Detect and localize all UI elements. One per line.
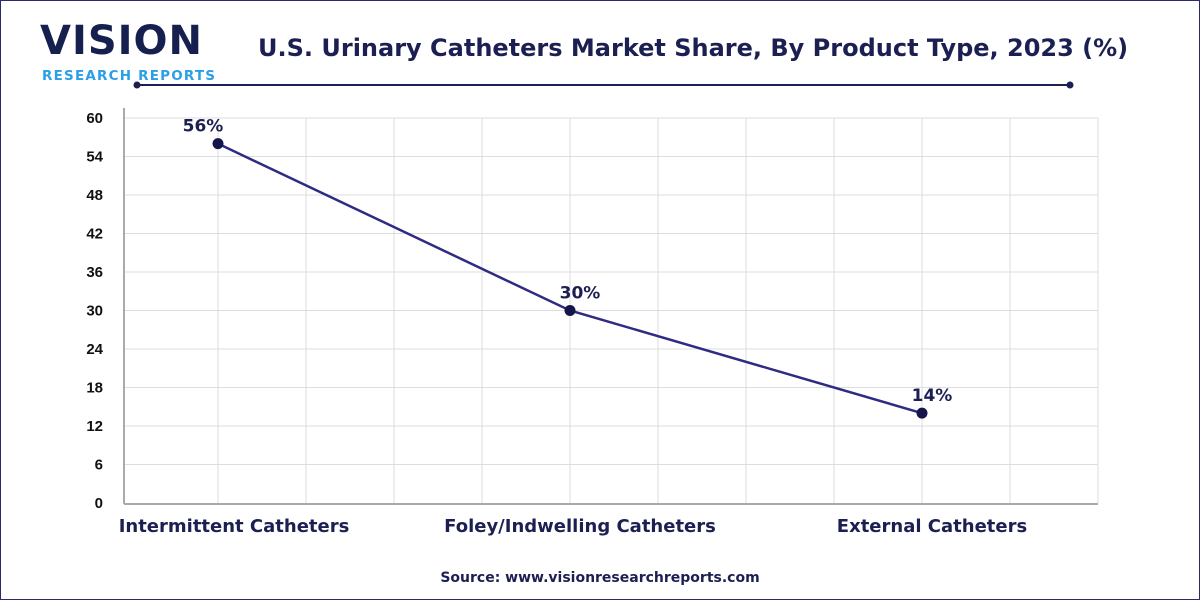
y-tick-label: 42	[86, 226, 103, 243]
underline-dot-left	[133, 81, 141, 89]
y-tick-label: 24	[86, 341, 103, 358]
chart-title: U.S. Urinary Catheters Market Share, By …	[258, 34, 1129, 62]
y-tick-label: 48	[86, 187, 103, 204]
data-label: 14%	[912, 386, 953, 406]
source-note: Source: www.visionresearchreports.com	[440, 570, 760, 586]
y-tick-label: 54	[86, 149, 103, 166]
y-tick-label: 6	[95, 457, 103, 474]
underline-dot-right	[1066, 81, 1074, 89]
logo-wordmark: VISION	[40, 18, 204, 64]
data-point	[916, 407, 928, 419]
y-tick-label: 60	[86, 110, 103, 127]
x-category-label: Foley/Indwelling Catheters	[444, 516, 716, 537]
y-tick-label: 12	[86, 418, 103, 435]
y-tick-label: 30	[86, 303, 103, 320]
x-category-label: External Catheters	[837, 516, 1027, 537]
data-label: 56%	[183, 117, 224, 137]
data-label: 30%	[560, 284, 601, 304]
y-tick-label: 36	[86, 264, 103, 281]
data-point	[564, 305, 576, 316]
y-tick-label: 0	[95, 495, 103, 512]
logo: VISION RESEARCH REPORTS	[40, 18, 215, 84]
data-point	[212, 138, 224, 150]
logo-subtitle: RESEARCH REPORTS	[42, 68, 217, 84]
y-tick-label: 18	[86, 380, 103, 397]
x-category-label: Intermittent Catheters	[119, 516, 350, 537]
